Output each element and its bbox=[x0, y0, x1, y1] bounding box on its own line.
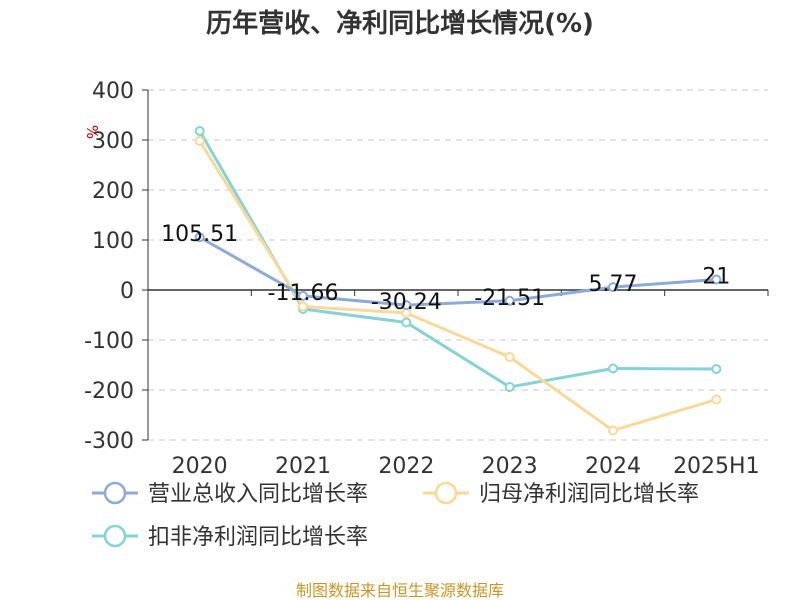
y-tick-label: -300 bbox=[84, 429, 134, 454]
data-point bbox=[194, 126, 205, 136]
x-tick-label: 2020 bbox=[172, 454, 228, 479]
data-label: -21.51 bbox=[474, 286, 545, 311]
data-point bbox=[608, 363, 618, 374]
x-tick-label: 2022 bbox=[378, 454, 434, 479]
legend-swatch-marker bbox=[103, 481, 127, 505]
legend-swatch-marker bbox=[103, 524, 127, 548]
data-label: 5.77 bbox=[589, 272, 638, 297]
legend-item: 扣非净利润同比增长率 bbox=[92, 524, 368, 550]
x-tick-label: 2023 bbox=[482, 454, 538, 479]
data-point bbox=[504, 382, 515, 392]
legend-label: 营业总收入同比增长率 bbox=[148, 482, 368, 507]
y-tick-label: 300 bbox=[92, 129, 134, 154]
data-source-note: 制图数据来自恒生聚源数据库 bbox=[296, 581, 504, 600]
legend-swatch-marker bbox=[434, 481, 458, 505]
legend-item: 营业总收入同比增长率 bbox=[92, 481, 368, 507]
data-label: -11.66 bbox=[268, 281, 339, 306]
data-point bbox=[194, 136, 205, 146]
legend-label: 扣非净利润同比增长率 bbox=[148, 525, 368, 550]
data-point bbox=[504, 295, 515, 306]
chart-title: 历年营收、净利同比增长情况(%) bbox=[206, 8, 594, 39]
x-tick-label: 2024 bbox=[585, 454, 641, 479]
data-point bbox=[711, 394, 722, 405]
data-point bbox=[711, 364, 722, 374]
data-label: 21 bbox=[702, 265, 730, 290]
y-tick-label: 200 bbox=[92, 179, 134, 204]
data-label: 105.51 bbox=[161, 222, 238, 247]
x-tick-label: 2025H1 bbox=[673, 454, 760, 479]
legend-item: 归母净利润同比增长率 bbox=[423, 481, 699, 507]
series-layer bbox=[194, 126, 722, 436]
y-tick-label: -100 bbox=[84, 329, 134, 354]
series-line bbox=[198, 235, 717, 307]
label-layer: 105.51 -11.66 -30.24 -21.51 5.77 21 bbox=[161, 222, 730, 315]
data-point bbox=[298, 301, 308, 312]
data-point bbox=[298, 290, 308, 301]
data-point bbox=[401, 300, 412, 311]
data-point bbox=[608, 425, 618, 436]
x-tick-label: 2021 bbox=[275, 454, 331, 479]
data-point bbox=[608, 282, 618, 293]
data-point bbox=[194, 232, 205, 243]
y-tick-label: -200 bbox=[84, 379, 134, 404]
y-axis-unit: % bbox=[83, 125, 101, 139]
legend-label: 归母净利润同比增长率 bbox=[479, 482, 699, 507]
axis-layer: 400 300 200 100 0 -100 -200 -300 2020 2021 2022 202… bbox=[84, 79, 769, 479]
y-tick-label: 400 bbox=[92, 79, 134, 104]
data-point bbox=[504, 352, 515, 362]
data-label: -30.24 bbox=[371, 290, 442, 315]
series-line bbox=[198, 130, 717, 389]
data-point bbox=[711, 274, 722, 285]
series-line bbox=[198, 140, 717, 432]
grid-layer bbox=[148, 89, 768, 441]
y-tick-label: 0 bbox=[120, 279, 134, 304]
y-tick-label: 100 bbox=[92, 229, 134, 254]
data-point bbox=[401, 317, 412, 328]
